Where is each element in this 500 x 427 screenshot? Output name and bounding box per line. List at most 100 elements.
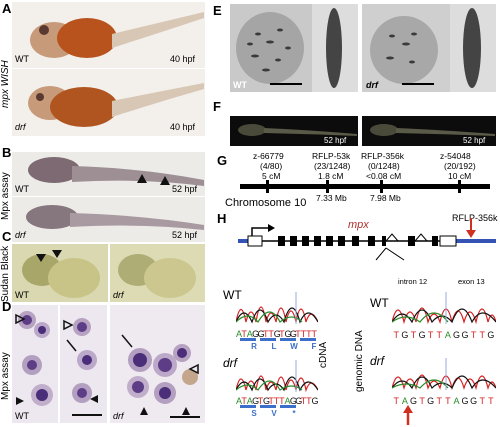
panel-e-letter: E [213,3,222,18]
arrowhead-icon [160,176,170,185]
base-letter: T [268,396,274,406]
gdna-drf-label: drf [370,354,385,368]
gdna-side-label: genomic DNA [354,330,365,392]
marker-tick [326,180,329,193]
panel-c-wt [12,244,108,302]
mutation-arrow-icon [403,405,413,425]
marker-distance: <0.08 cM [366,171,402,181]
base-letter: G [252,396,260,406]
marker-position: 7.33 Mb [316,193,347,203]
panel-f-letter: F [213,99,221,114]
marker-position: 7.98 Mb [370,193,401,203]
panel-d-wt-label: WT [15,411,29,421]
base-letter: G [452,330,460,340]
base-letter: T [257,396,264,406]
panel-e-wt-label: WT [233,80,247,90]
base-letter: G [461,396,469,406]
amino-acid-letter: S [251,409,257,418]
base-letter: T [300,396,307,406]
panel-b-wt-label: WT [15,184,29,194]
base-letter: T [279,396,285,406]
cdna-drf-label: drf [223,356,238,370]
base-letter: A [401,396,408,406]
mpx-gene-diagram [238,218,496,261]
base-letter: T [410,330,417,340]
panel-b-wt [12,152,205,196]
panel-a-wt [12,2,205,68]
marker-ratio: (20/192) [444,161,476,171]
amino-acid-letter: V [271,409,277,418]
base-letter: G [401,330,409,340]
marker-name: z-54048 [440,151,471,161]
chromosome-label: Chromosome 10 [225,197,307,209]
marker-distance: 10 cM [448,171,472,181]
base-letter: T [306,396,312,406]
drf-sudan-black-image [118,254,196,298]
panel-d-drf-label: drf [113,411,124,421]
panel-d-letter: D [2,299,12,314]
base-letter: T [427,330,434,340]
marker-name: RFLP-53k [312,151,351,161]
panel-e-drf [362,4,496,92]
drf-blood-smear-image [121,334,200,418]
base-letter: G [409,396,417,406]
panel-a-wt-label: WT [15,54,29,64]
arrowhead-icon [140,407,148,415]
panel-d-side-label: Mpx assay [0,352,11,400]
base-letter: A [246,329,253,339]
open-arrowhead-icon [15,313,26,325]
base-letter: G [284,329,292,339]
open-arrowhead-icon [188,363,199,375]
drf-cdna-aa-bars [240,405,296,408]
marker-tick [458,180,461,193]
panel-c-drf-label: drf [113,290,124,300]
panel-d-drf [110,305,205,423]
base-letter: G [289,396,297,406]
base-letter: G [470,396,478,406]
panel-f-right [362,116,496,146]
panel-f-left [230,116,358,146]
base-letter: T [306,329,312,339]
base-letter: A [453,396,460,406]
arrowhead-icon [16,397,24,405]
base-letter: T [393,330,400,340]
panel-b-side-label: Mpx assay [0,172,11,220]
panel-a-stage-1: 40 hpf [170,54,196,64]
panel-b-drf-label: drf [15,230,26,240]
marker-tick [266,180,269,193]
base-letter: T [445,396,451,406]
base-letter: A [444,330,451,340]
wt-cdna-sequence: ATAGGTTGTGGTTTT [236,329,317,339]
panel-d-wt [12,305,107,423]
marker-label: RFLP-356k [452,213,498,223]
open-arrowhead-icon [63,319,74,331]
base-letter: T [273,396,280,406]
exon-label: exon 13 [458,277,485,286]
chromosome-bar [240,184,490,189]
base-letter: T [479,330,485,340]
base-letter: T [479,396,485,406]
panel-c-letter: C [2,229,12,244]
marker-distance: 1.8 cM [318,171,344,181]
wt-cdna-aa-bars [240,338,316,341]
base-letter: T [488,396,494,406]
panel-a-stage-2: 40 hpf [170,122,196,132]
base-letter: A [236,396,243,406]
intron-label: intron 12 [398,277,428,286]
base-letter: G [252,329,260,339]
panel-a-letter: A [2,1,12,16]
f-left-embryo-image [238,124,357,136]
arrowhead-icon [182,407,190,415]
gene-label: mpx [348,219,369,231]
base-letter: T [419,396,425,406]
marker-ratio: (23/1248) [314,161,351,171]
gdna-wt-label: WT [370,296,389,310]
base-letter: G [273,329,281,339]
drf-cdna-sequence: ATAGTGTTTAGGTTG [236,396,318,406]
base-letter: T [279,329,285,339]
chromosome-map [240,180,490,193]
f-right-embryo-image [370,124,495,136]
base-letter: T [268,329,275,339]
